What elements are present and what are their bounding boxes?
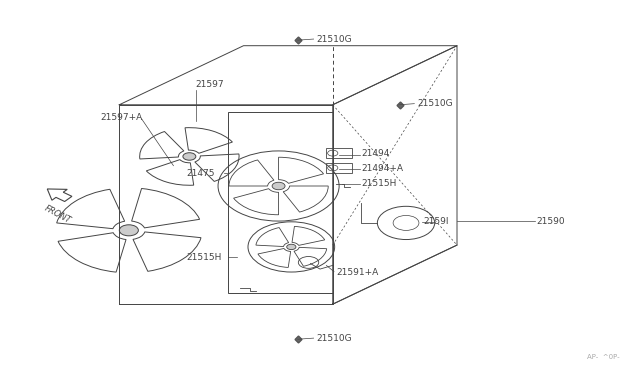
Text: 21515H: 21515H: [186, 253, 221, 263]
Text: AP-  ^0P-: AP- ^0P-: [587, 353, 620, 359]
Text: 21510G: 21510G: [417, 99, 453, 108]
Bar: [228, 112, 333, 293]
Text: FRONT: FRONT: [43, 204, 72, 225]
Text: 21591+A: 21591+A: [336, 268, 378, 277]
Bar: [326, 163, 352, 173]
Text: 21510G: 21510G: [317, 334, 353, 343]
Text: 21590: 21590: [537, 217, 565, 225]
Circle shape: [272, 182, 285, 190]
Text: 21494+A: 21494+A: [362, 164, 403, 173]
Bar: [326, 148, 352, 158]
Circle shape: [119, 225, 138, 236]
Text: 21475: 21475: [186, 169, 214, 177]
Text: 21597+A: 21597+A: [100, 113, 143, 122]
Text: 2159I: 2159I: [423, 217, 449, 225]
Circle shape: [287, 244, 296, 250]
Text: 21510G: 21510G: [317, 35, 353, 44]
Text: 21597: 21597: [196, 80, 225, 89]
Text: 21494: 21494: [362, 149, 390, 158]
Circle shape: [183, 153, 196, 160]
Text: 21515H: 21515H: [362, 179, 397, 187]
